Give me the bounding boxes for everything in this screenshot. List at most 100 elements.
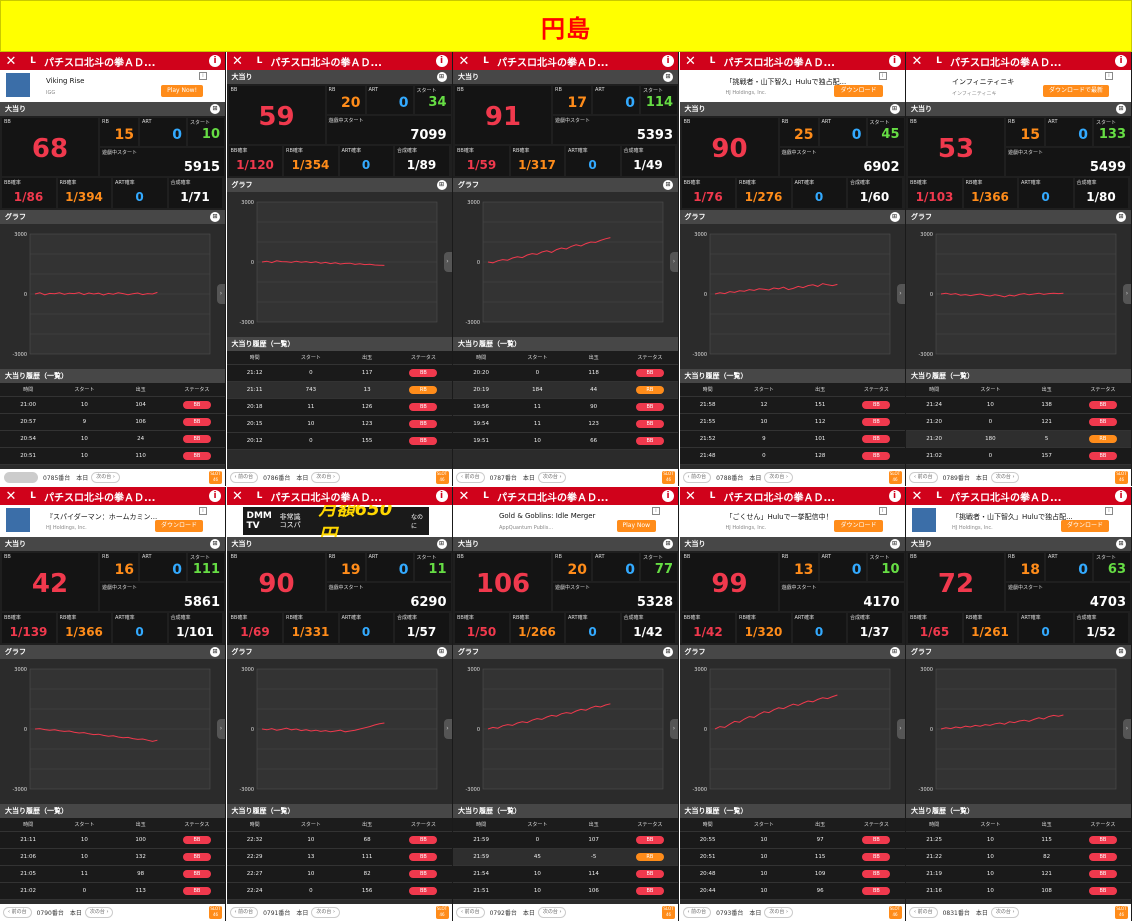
history-row[interactable]: 22:32 10 68 BB [226,832,452,849]
close-icon[interactable]: ✕ [911,488,923,504]
close-icon[interactable]: ✕ [458,53,470,69]
history-row[interactable]: 21:59 45 -5 RB [453,849,678,866]
prev-machine-button[interactable]: ‹ 前の台 [229,907,259,918]
scroll-next-arrow[interactable]: › [1123,284,1131,304]
prev-machine-button[interactable]: ‹ 前の台 [3,907,32,918]
history-row[interactable]: 20:51 10 110 BB [0,448,225,465]
history-row[interactable]: 21:54 10 114 BB [453,866,678,883]
expand-icon[interactable]: ⊞ [210,539,220,549]
ad-banner[interactable]: 「挑戦者・山下智久」Huluで独占配... HJ Holdings, Inc. ダウ… [906,505,1131,537]
expand-icon[interactable]: ⊞ [1116,647,1126,657]
close-icon[interactable]: ✕ [5,488,17,504]
history-row[interactable]: 21:24 10 138 BB [906,397,1131,414]
history-row[interactable]: 21:11 10 100 BB [0,832,225,849]
expand-icon[interactable]: ⊞ [436,539,447,549]
ad-banner[interactable]: 「挑戦者・山下智久」Huluで独占配... HJ Holdings, Inc. ダウ… [679,70,905,102]
next-machine-button[interactable]: 次の台 › [764,472,793,483]
ad-choices-icon[interactable]: i [199,72,207,80]
close-icon[interactable]: ✕ [458,488,470,504]
next-machine-button[interactable]: 次の台 › [311,907,340,918]
ad-choices-icon[interactable]: i [652,507,660,515]
scroll-next-arrow[interactable]: › [896,719,905,739]
ad-cta-button[interactable]: ダウンロード [1060,520,1109,532]
ad-banner[interactable]: Gold & Goblins: Idle Merger AppQuantum Pu… [453,505,678,537]
info-icon[interactable]: i [888,490,901,502]
history-row[interactable]: 21:51 10 106 BB [453,883,678,900]
expand-icon[interactable]: ⊞ [436,647,447,657]
expand-icon[interactable]: ⊞ [889,647,900,657]
info-icon[interactable]: i [662,490,674,502]
ad-banner[interactable]: 「ごくせん」Huluで一挙配信中！ HJ Holdings, Inc. ダウンロード… [679,505,905,537]
expand-icon[interactable]: ⊞ [1116,104,1126,114]
ad-choices-icon[interactable]: i [1105,507,1113,515]
history-row[interactable]: 19:56 11 90 BB [453,399,678,416]
prev-machine-button[interactable]: ‹ 前の台 [682,472,712,483]
scroll-next-arrow[interactable]: › [217,719,225,739]
info-icon[interactable]: i [209,55,221,67]
dmm-ad[interactable]: DMM TV 非常識 コスパ 月額650円 なのに [242,505,429,537]
history-row[interactable]: 20:54 10 24 BB [0,431,225,448]
next-machine-button[interactable]: 次の台 › [990,907,1020,918]
history-row[interactable]: 20:15 10 123 BB [226,416,452,433]
history-row[interactable]: 21:06 10 132 BB [0,849,225,866]
slot-app-icon[interactable]: SLOT 46 [888,471,902,484]
toggle-switch[interactable] [4,472,38,483]
history-row[interactable]: 22:24 0 156 BB [226,883,452,900]
next-machine-button[interactable]: 次の台 › [537,472,567,483]
prev-machine-button[interactable]: ‹ 前の台 [456,907,485,918]
expand-icon[interactable]: ⊞ [210,647,220,657]
history-row[interactable]: 21:20 0 121 BB [906,414,1131,431]
history-row[interactable]: 22:29 13 111 BB [226,849,452,866]
next-machine-button[interactable]: 次の台 › [311,472,340,483]
history-row[interactable]: 19:54 11 123 BB [453,416,678,433]
next-machine-button[interactable]: 次の台 › [84,907,114,918]
ad-choices-icon[interactable]: i [878,507,887,515]
prev-machine-button[interactable]: ‹ 前の台 [682,907,712,918]
slot-app-icon[interactable]: SLOT 46 [1115,471,1128,484]
history-row[interactable]: 21:16 10 108 BB [906,883,1131,900]
history-row[interactable]: 21:19 10 121 BB [906,866,1131,883]
slot-app-icon[interactable]: SLOT 46 [209,906,222,919]
history-row[interactable]: 22:27 10 82 BB [226,866,452,883]
info-icon[interactable]: i [888,55,901,67]
expand-icon[interactable]: ⊞ [663,180,673,190]
expand-icon[interactable]: ⊞ [1116,539,1126,549]
ad-banner[interactable]: DMM TV 非常識 コスパ 月額650円 なのに [226,505,452,537]
slot-app-icon[interactable]: SLOT 46 [662,906,675,919]
close-icon[interactable]: ✕ [685,488,696,504]
info-icon[interactable]: i [1115,55,1127,67]
scroll-next-arrow[interactable]: › [443,719,452,739]
close-icon[interactable]: ✕ [232,488,243,504]
next-machine-button[interactable]: 次の台 › [990,472,1020,483]
slot-app-icon[interactable]: SLOT 46 [1115,906,1128,919]
info-icon[interactable]: i [209,490,221,502]
slot-app-icon[interactable]: SLOT 46 [888,906,902,919]
ad-choices-icon[interactable]: i [199,507,207,515]
expand-icon[interactable]: ⊞ [663,647,673,657]
expand-icon[interactable]: ⊞ [889,539,900,549]
expand-icon[interactable]: ⊞ [210,212,220,222]
ad-banner[interactable]: 『スパイダーマン：ホームカミン... HJ Holdings, Inc. ダウンロー… [0,505,225,537]
expand-icon[interactable]: ⊞ [1116,212,1126,222]
history-row[interactable]: 21:12 0 117 BB [226,365,452,382]
history-row[interactable]: 20:55 10 97 BB [679,832,905,849]
history-row[interactable]: 21:05 11 98 BB [0,866,225,883]
expand-icon[interactable]: ⊞ [436,72,447,82]
next-machine-button[interactable]: 次の台 › [91,472,120,483]
close-icon[interactable]: ✕ [5,53,17,69]
next-machine-button[interactable]: 次の台 › [537,907,567,918]
ad-cta-button[interactable]: Play Now! [161,85,203,97]
slot-app-icon[interactable]: SLOT 46 [435,471,449,484]
info-icon[interactable]: i [1115,490,1127,502]
ad-cta-button[interactable]: Play Now [616,520,656,532]
history-row[interactable]: 20:57 9 106 BB [0,414,225,431]
prev-machine-button[interactable]: ‹ 前の台 [909,472,938,483]
slot-app-icon[interactable]: SLOT 46 [209,471,222,484]
info-icon[interactable]: i [662,55,674,67]
history-row[interactable]: 21:59 0 107 BB [453,832,678,849]
ad-cta-button[interactable]: ダウンロードで最新 [1042,85,1109,97]
history-row[interactable]: 21:48 0 128 BB [679,448,905,465]
history-row[interactable]: 20:48 10 109 BB [679,866,905,883]
history-row[interactable]: 21:11 743 13 RB [226,382,452,399]
scroll-next-arrow[interactable]: › [896,284,905,304]
